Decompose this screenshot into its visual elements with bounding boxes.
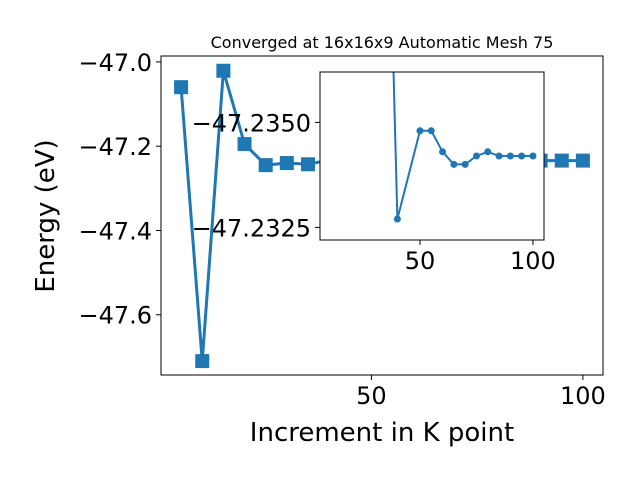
marker xyxy=(529,152,537,160)
marker xyxy=(174,80,189,95)
marker xyxy=(427,127,435,135)
chart-title: Converged at 16x16x9 Automatic Mesh 75 xyxy=(211,33,554,52)
marker xyxy=(237,137,252,152)
marker xyxy=(393,215,401,223)
y-tick-label: −47.0 xyxy=(78,49,152,77)
marker xyxy=(554,153,569,168)
plot-clip xyxy=(392,72,537,223)
y-tick-label: −47.2325 xyxy=(192,214,311,242)
y-tick-label: −47.4 xyxy=(78,217,152,245)
marker xyxy=(300,157,315,172)
marker xyxy=(518,152,526,160)
x-tick-label: 100 xyxy=(560,382,606,410)
marker xyxy=(416,127,424,135)
marker xyxy=(450,160,458,168)
x-tick-label: 50 xyxy=(356,382,387,410)
x-axis-label: Increment in K point xyxy=(250,418,514,448)
marker xyxy=(484,148,492,156)
x-tick-label: 100 xyxy=(510,247,556,275)
marker xyxy=(216,63,231,78)
marker xyxy=(195,354,210,369)
marker xyxy=(575,153,590,168)
y-axis-label: Energy (eV) xyxy=(31,139,61,292)
axes-frame xyxy=(160,55,604,376)
y-tick-label: −47.2 xyxy=(78,133,152,161)
marker xyxy=(472,152,480,160)
marker xyxy=(258,158,273,173)
axes-frame xyxy=(319,71,545,241)
marker xyxy=(495,152,503,160)
marker xyxy=(506,152,514,160)
y-tick-label: −47.6 xyxy=(78,302,152,330)
y-tick-label: −47.2350 xyxy=(192,109,311,137)
marker xyxy=(279,156,294,171)
x-tick-label: 50 xyxy=(405,247,436,275)
marker xyxy=(461,160,469,168)
marker xyxy=(439,148,447,156)
